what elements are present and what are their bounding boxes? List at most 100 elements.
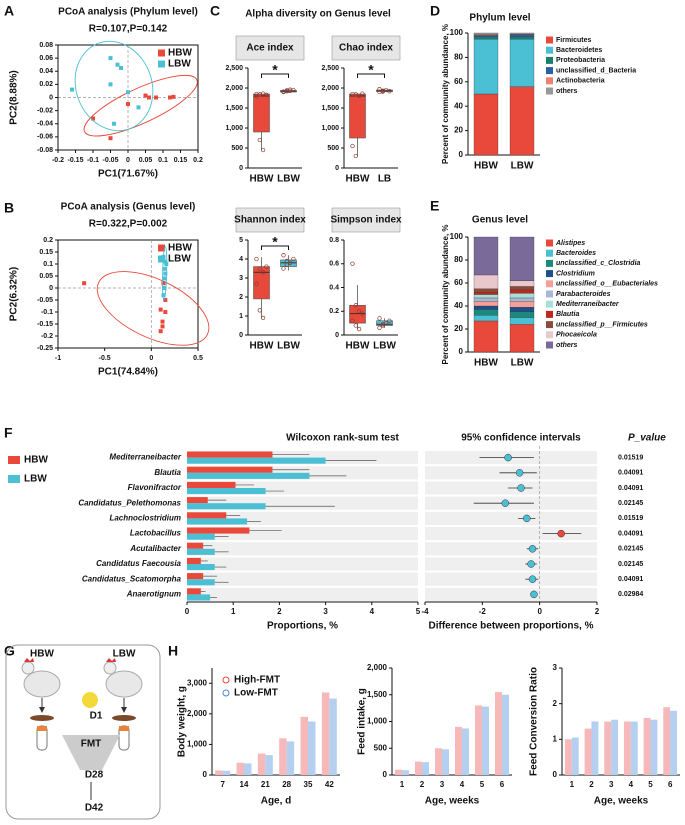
point: [171, 94, 176, 99]
point: [158, 307, 163, 312]
point: [387, 89, 392, 94]
bar-segment: [509, 293, 535, 299]
bar: [187, 503, 266, 510]
legend-label: HBW: [168, 48, 192, 59]
point: [257, 137, 262, 143]
bar: [187, 594, 211, 601]
bar: [495, 692, 502, 775]
legend-swatch: [8, 475, 20, 483]
row-band: [425, 542, 597, 556]
bar: [300, 716, 308, 775]
legend-label: Firmicutes: [556, 37, 592, 44]
bar: [187, 533, 215, 540]
funnel: [62, 735, 120, 770]
y-tick-label: 0: [239, 332, 243, 339]
legend-label: Mediterraneibacter: [556, 301, 620, 308]
y-tick-label: -0.2: [41, 333, 53, 340]
x-tick-label: 3: [609, 780, 614, 789]
y-tick-label: 1: [553, 734, 558, 743]
point: [161, 293, 166, 298]
y-tick-label: 20: [454, 126, 463, 135]
legend-swatch: [546, 300, 553, 308]
significance-bracket: [261, 73, 289, 78]
ci-point: [528, 545, 537, 553]
bar: [422, 762, 429, 775]
y-tick-label: 0: [553, 770, 558, 779]
frame: [5, 644, 161, 820]
y-tick-label: 0.1: [43, 261, 53, 268]
bar-segment: [473, 305, 499, 310]
legend-swatch: [546, 56, 553, 64]
y-tick-label: 60: [454, 77, 463, 86]
point: [126, 102, 130, 107]
point: [350, 261, 355, 266]
confidence-ellipse: [74, 40, 154, 132]
x-tick-label: LBW: [511, 358, 534, 369]
ci-point: [527, 560, 535, 568]
x-tick-label: 0.5: [193, 355, 203, 362]
bar-segment: [473, 35, 499, 37]
y-tick-label: 40: [454, 301, 463, 310]
chicken-comb: [24, 658, 34, 662]
legend-label: unclassified_d_Bacteria: [556, 67, 636, 74]
p-value: 0.02145: [618, 546, 643, 553]
y-tick-label: 0: [459, 150, 464, 159]
bar-segment: [509, 36, 535, 40]
y-tick-label: -0.25: [37, 345, 53, 352]
y-tick-label: 0: [335, 332, 339, 339]
y-tick-label: 2: [239, 294, 243, 301]
point: [257, 266, 262, 271]
x-tick-label: 2: [277, 607, 282, 616]
y-tick-label: 3: [553, 663, 558, 672]
legend-swatch: [546, 46, 553, 54]
x-tick-label: 21: [261, 780, 270, 789]
legend-marker: [222, 676, 230, 684]
x-axis-label: PC1(74.84%): [98, 367, 158, 378]
point: [160, 324, 165, 329]
point: [387, 318, 392, 323]
y-tick-label: 1,500: [367, 690, 388, 699]
box: [253, 93, 270, 133]
p-value: 0.02145: [618, 500, 643, 507]
category-label: Blautia: [154, 468, 181, 477]
y-tick-label: 3,000: [187, 678, 208, 687]
y-tick-label: 1,000: [225, 125, 243, 132]
x-tick-label: LBW: [277, 174, 300, 185]
x-axis-label: Age, d: [261, 796, 292, 807]
point: [356, 309, 362, 314]
bar-segment: [473, 93, 499, 156]
row-band: [425, 527, 597, 541]
legend-label: Bacteroides: [556, 250, 596, 257]
y-tick-label: 0.08: [39, 42, 53, 49]
legend-label: HBW: [168, 243, 192, 254]
panel-letter: C: [210, 3, 220, 19]
panel-title: Ace index: [246, 43, 294, 54]
x-tick-label: 4: [370, 607, 375, 616]
x-tick-label: HBW: [474, 358, 498, 369]
bar: [670, 710, 678, 775]
point: [161, 281, 166, 286]
y-tick-label: 80: [454, 255, 463, 264]
ci-point: [528, 575, 537, 583]
x-tick-label: LB: [378, 174, 391, 185]
x-axis-label: Difference between proportions, %: [428, 621, 593, 632]
y-tick-label: 60: [454, 278, 463, 287]
row-band: [425, 511, 597, 525]
y-axis-label: Feed Conversion Ratio: [529, 667, 540, 776]
y-tick-label: 2,000: [367, 663, 388, 672]
x-tick-label: -0.1: [87, 157, 99, 164]
x-tick-label: HBW: [474, 161, 498, 172]
feces: [30, 715, 54, 721]
bar-segment: [473, 36, 499, 40]
point: [260, 147, 266, 153]
p-title: P_value: [628, 433, 666, 444]
bar: [395, 769, 402, 775]
point: [82, 281, 87, 286]
point: [356, 326, 362, 332]
category-label: Mediterraneibacter: [109, 453, 181, 462]
point: [163, 271, 168, 276]
p-value: 0.02145: [618, 561, 643, 568]
bar: [308, 721, 316, 775]
bar: [623, 721, 631, 775]
legend-swatch: [158, 244, 165, 252]
